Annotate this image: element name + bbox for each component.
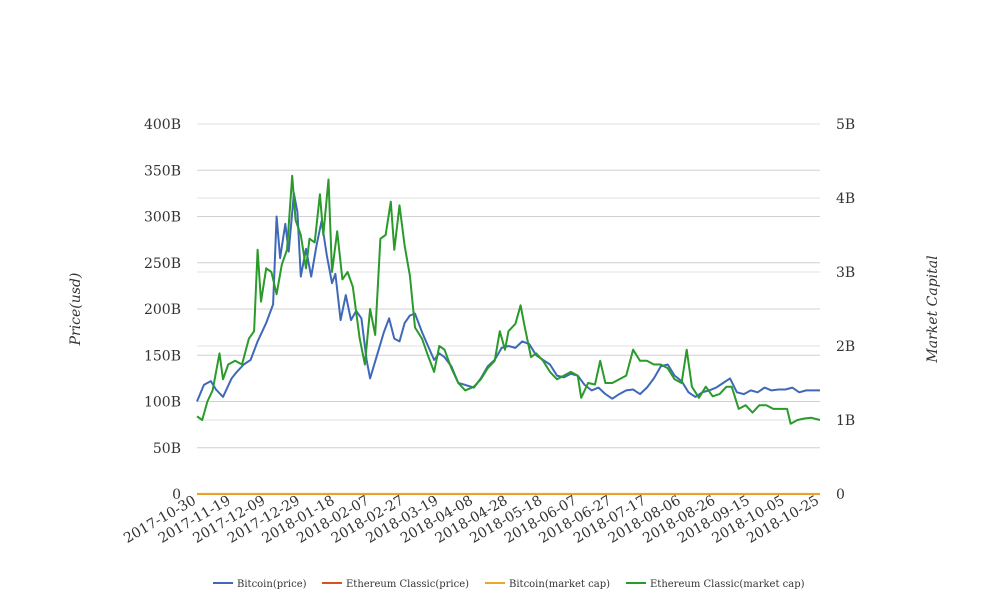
y-axis-right: 0 1B 2B 3B 4B 5B <box>836 117 855 503</box>
series-lines <box>196 174 821 495</box>
y-left-tick-label: 300B <box>144 210 181 226</box>
y-right-tick-label: 0 <box>836 487 845 503</box>
y-axis-left-title: Price(usd) <box>68 273 84 347</box>
grid-lines <box>197 123 820 495</box>
legend-entry: Bitcoin(price) <box>237 579 307 590</box>
y-right-tick-label: 3B <box>836 265 855 281</box>
y-right-tick-label: 2B <box>836 339 855 355</box>
legend: Bitcoin(price) Ethereum Classic(price) Bit… <box>213 579 805 590</box>
series-line-0 <box>196 192 820 402</box>
y-right-tick-label: 5B <box>836 117 855 133</box>
y-left-tick-label: 250B <box>144 256 181 272</box>
y-left-tick-label: 350B <box>144 163 181 179</box>
y-left-tick-label: 0 <box>172 487 181 503</box>
y-right-tick-label: 4B <box>836 191 855 207</box>
y-left-tick-label: 200B <box>144 302 181 318</box>
legend-entry: Ethereum Classic(price) <box>346 579 469 590</box>
y-right-tick-label: 1B <box>836 413 855 429</box>
y-left-tick-label: 400B <box>144 117 181 133</box>
y-left-tick-label: 100B <box>144 395 181 411</box>
y-left-tick-label: 150B <box>144 348 181 364</box>
legend-entry: Ethereum Classic(market cap) <box>650 579 805 590</box>
y-axis-right-title: Market Capital <box>925 255 941 363</box>
series-line-3 <box>196 174 821 425</box>
legend-entry: Bitcoin(market cap) <box>509 579 610 590</box>
y-left-tick-label: 50B <box>153 441 181 457</box>
y-axis-left: 0 50B 100B 150B 200B 250B 300B 350B 400B <box>144 117 181 503</box>
x-axis: 2017-10-302017-11-192017-12-092017-12-29… <box>121 493 822 547</box>
